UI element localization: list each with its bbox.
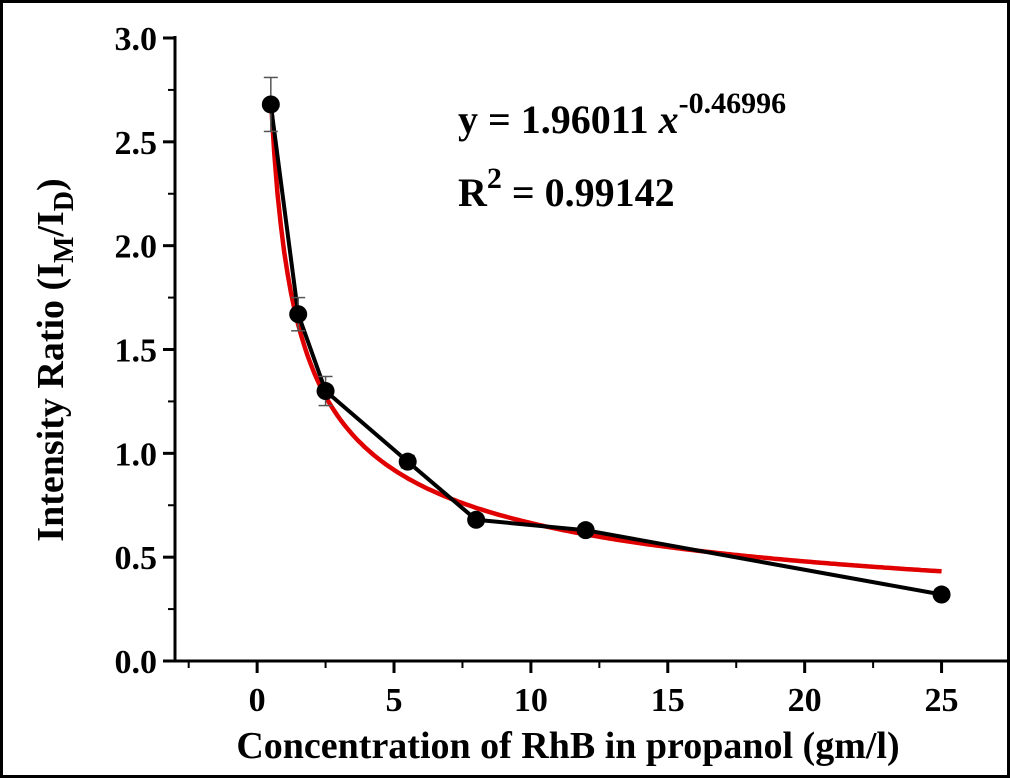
tick-marks: 0 5 10 15 20 25 0.0 0.5 1.0 1.5 2.0 2.5 3.0 bbox=[115, 21, 1010, 719]
y-axis-title-sub-d: D bbox=[49, 191, 80, 211]
fit-equation-variable: x bbox=[658, 97, 679, 142]
y-tick-label: 3.0 bbox=[115, 21, 158, 58]
y-axis-title-mid: /I bbox=[30, 211, 72, 237]
data-series bbox=[261, 76, 951, 604]
data-point bbox=[398, 452, 417, 471]
r-squared-value: = 0.99142 bbox=[502, 170, 675, 215]
y-tick-label: 0.0 bbox=[115, 644, 158, 681]
y-axis-title-main: Intensity Ratio (I bbox=[30, 263, 72, 542]
fit-curve bbox=[268, 97, 942, 574]
x-tick-label: 5 bbox=[386, 682, 403, 719]
x-tick-label: 20 bbox=[788, 682, 822, 719]
data-point bbox=[932, 585, 951, 604]
y-tick-label: 1.0 bbox=[115, 436, 158, 473]
y-tick-label: 0.5 bbox=[115, 540, 158, 577]
data-point bbox=[576, 521, 595, 540]
fit-equation: y = 1.96011 x-0.46996 bbox=[458, 87, 786, 142]
x-tick-label: 10 bbox=[514, 682, 548, 719]
y-axis-title: Intensity Ratio (IM/ID) bbox=[30, 178, 80, 541]
data-point bbox=[316, 382, 335, 401]
y-axis-title-end: ) bbox=[30, 178, 72, 191]
y-axis-title-sub-m: M bbox=[49, 237, 80, 263]
fit-equation-exponent: -0.46996 bbox=[679, 87, 787, 120]
x-tick-label: 15 bbox=[651, 682, 685, 719]
data-point bbox=[467, 510, 486, 529]
y-tick-label: 1.5 bbox=[115, 333, 158, 370]
x-tick-label: 0 bbox=[249, 682, 266, 719]
y-tick-label: 2.0 bbox=[115, 229, 158, 266]
y-tick-label: 2.5 bbox=[115, 125, 158, 162]
r-squared-exponent: 2 bbox=[487, 162, 502, 195]
fit-curve-group bbox=[268, 97, 942, 574]
fit-equation-prefix: y = 1.96011 bbox=[458, 97, 659, 142]
x-axis-title: Concentration of RhB in propanol (gm/l) bbox=[236, 725, 899, 767]
data-point bbox=[289, 305, 308, 324]
r-squared: R2 = 0.99142 bbox=[458, 162, 675, 215]
r-squared-base: R bbox=[458, 170, 488, 215]
data-point bbox=[261, 95, 280, 114]
x-tick-label: 25 bbox=[925, 682, 959, 719]
